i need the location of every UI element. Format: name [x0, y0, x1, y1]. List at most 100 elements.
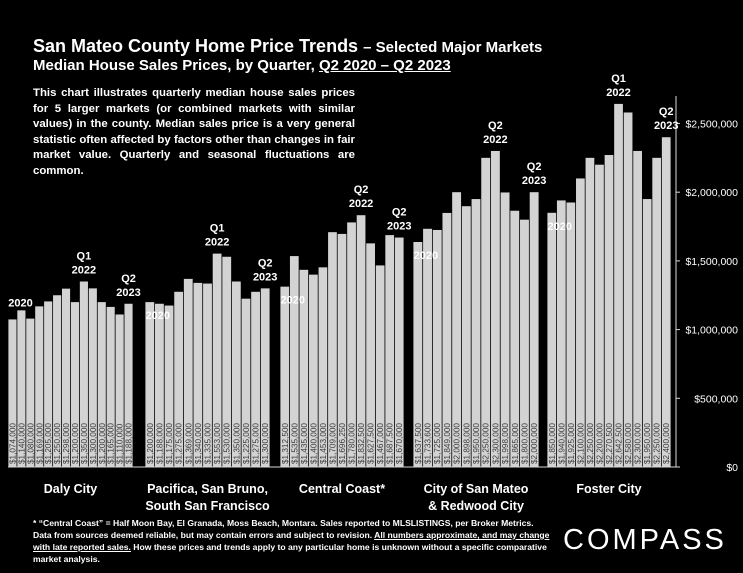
bar	[642, 199, 652, 468]
annotation-quarter: Q2	[488, 120, 503, 132]
bar	[500, 192, 510, 467]
bar	[585, 157, 595, 468]
bar	[413, 241, 423, 467]
y-tick-label: $0	[726, 462, 738, 474]
bar-value-label: $1,200,000	[71, 423, 80, 464]
annotation-year: 2020	[548, 221, 572, 233]
annotation-year: 2022	[606, 87, 630, 99]
bar	[299, 269, 309, 467]
bar	[385, 235, 395, 467]
bar-value-label: $1,300,000	[261, 423, 270, 464]
bar	[97, 302, 106, 467]
bar	[260, 288, 270, 467]
bar-value-label: $1,275,000	[252, 423, 261, 464]
bar-value-label: $1,300,000	[89, 423, 98, 464]
annotation-quarter: Q2	[392, 207, 407, 219]
bar	[576, 178, 585, 467]
annotation-year: 2022	[349, 198, 373, 210]
bar	[309, 274, 318, 467]
market-label: South San Francisco	[145, 499, 270, 513]
bar-value-label: $1,335,000	[204, 423, 213, 464]
annotation-quarter: Q2	[258, 257, 273, 269]
bar-value-label: $1,140,000	[17, 423, 26, 464]
annotation-year: 2020	[414, 250, 438, 262]
bar-value-label: $1,169,000	[35, 423, 44, 464]
bar-value-label: $1,340,000	[194, 423, 203, 464]
bar	[280, 286, 290, 467]
y-tick-label: $500,000	[694, 393, 738, 405]
chart-title-suffix: – Selected Major Markets	[363, 39, 543, 56]
market-label: Foster City	[576, 482, 641, 496]
bar-value-label: $1,849,000	[443, 423, 452, 464]
bar-value-label: $1,637,500	[414, 423, 423, 464]
bar-value-label: $2,250,000	[482, 423, 491, 464]
bar	[614, 103, 623, 467]
bar-value-label: $1,709,000	[328, 423, 337, 464]
bar	[452, 192, 462, 467]
bar	[661, 137, 671, 467]
chart-subtitle-range: Q2 2020 – Q2 2023	[318, 57, 451, 74]
footnote: * “Central Coast” = Half Moon Bay, El Gr…	[33, 517, 553, 565]
bar	[26, 318, 35, 467]
bar	[8, 319, 17, 467]
bar-value-label: $1,940,000	[557, 423, 566, 464]
bar	[366, 243, 375, 467]
annotation-quarter: Q1	[611, 73, 626, 85]
bar-value-label: $1,850,000	[548, 423, 557, 464]
bar	[241, 298, 251, 467]
compass-logo: COMPASS	[563, 524, 727, 556]
bar	[251, 291, 260, 467]
bar-value-label: $1,350,000	[80, 423, 89, 464]
market-label: Central Coast*	[299, 482, 385, 496]
bar	[88, 288, 97, 467]
bar-value-label: $1,950,000	[472, 423, 481, 464]
bar	[145, 302, 155, 467]
bar	[510, 210, 520, 468]
annotation-quarter: Q1	[210, 223, 225, 235]
bar	[35, 306, 44, 467]
bar	[595, 164, 604, 467]
bar-value-label: $2,000,000	[530, 423, 539, 464]
bar-value-label: $1,453,000	[319, 423, 328, 464]
bar	[155, 303, 164, 467]
annotation-quarter: Q1	[77, 251, 92, 263]
bar-value-label: $2,100,000	[576, 423, 585, 464]
y-tick-label: $2,000,000	[685, 187, 738, 199]
market-label: & Redwood City	[428, 499, 524, 513]
bar-value-label: $1,275,000	[175, 423, 184, 464]
bar-value-label: $1,188,000	[155, 423, 164, 464]
chart-subtitle-prefix: Median House Sales Prices, by Quarter,	[33, 57, 319, 74]
bar	[53, 295, 62, 467]
footnote-part-3: How these prices and trends apply to any…	[33, 542, 547, 564]
bar-value-label: $2,642,500	[615, 423, 624, 464]
annotation-year: 2023	[387, 221, 411, 233]
bar	[356, 215, 366, 467]
bar	[375, 265, 385, 467]
market-label: Daly City	[44, 482, 98, 496]
bar-value-label: $1,725,000	[433, 423, 442, 464]
chart-title: San Mateo County Home Price Trends – Sel…	[33, 36, 542, 57]
bar-value-label: $2,270,500	[605, 423, 614, 464]
bar	[124, 303, 133, 467]
intro-text: This chart illustrates quarterly median …	[33, 87, 355, 177]
y-tick-label: $1,500,000	[685, 256, 738, 268]
bar-value-label: $1,950,000	[643, 423, 652, 464]
bar-value-label: $1,535,000	[290, 423, 299, 464]
bar-value-label: $1,298,000	[62, 423, 71, 464]
bar	[442, 212, 452, 467]
bar	[394, 237, 404, 467]
bar-value-label: $1,165,000	[107, 423, 116, 464]
bar	[347, 222, 356, 467]
bar-value-label: $1,898,000	[462, 423, 471, 464]
bar-value-label: $2,250,000	[586, 423, 595, 464]
market-label: City of San Mateo	[424, 482, 529, 496]
bar-value-label: $1,627,500	[367, 423, 376, 464]
bar	[231, 281, 241, 467]
bar	[44, 301, 53, 467]
y-tick-label: $2,500,000	[685, 118, 738, 130]
bar-value-label: $1,670,000	[395, 423, 404, 464]
bar-value-label: $1,188,000	[125, 423, 134, 464]
bar-value-label: $1,800,000	[520, 423, 529, 464]
chart-title-main: San Mateo County Home Price Trends	[33, 36, 359, 56]
